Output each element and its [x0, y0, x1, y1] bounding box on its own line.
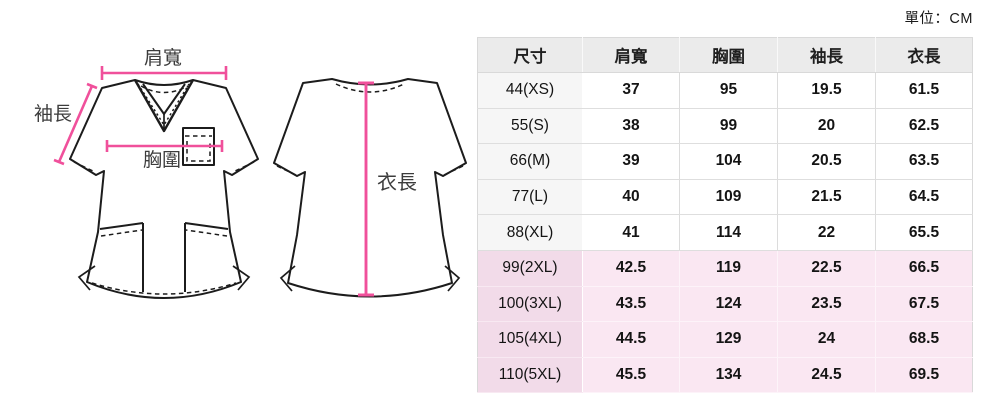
measurement-lines [53, 66, 374, 297]
value-cell: 114 [679, 214, 778, 251]
value-cell: 23.5 [777, 286, 876, 323]
shoulder-width-label: 肩寬 [144, 47, 182, 69]
shoulder-width-line [100, 66, 228, 80]
size-cell: 77(L) [477, 179, 583, 216]
size-cell: 66(M) [477, 143, 583, 180]
right-pocket-stitch [185, 229, 228, 237]
size-cell: 105(4XL) [477, 321, 583, 358]
table-row: 77(L) 40 109 21.5 64.5 [477, 179, 973, 216]
left-hem-vent [77, 265, 96, 291]
garment-length-label: 衣長 [377, 171, 417, 194]
value-cell: 64.5 [875, 179, 973, 216]
value-cell: 129 [679, 321, 778, 358]
size-cell: 44(XS) [477, 72, 583, 109]
value-cell: 39 [582, 143, 680, 180]
table-row-highlighted: 99(2XL) 42.5 119 22.5 66.5 [477, 250, 973, 287]
right-cuff-stitch [232, 161, 255, 173]
value-cell: 119 [679, 250, 778, 287]
sleeve-length-label: 袖長 [34, 103, 72, 125]
chest-girth-label: 胸圍 [143, 149, 181, 171]
value-cell: 22 [777, 214, 876, 251]
value-cell: 62.5 [875, 108, 973, 145]
value-cell: 66.5 [875, 250, 973, 287]
table-row-highlighted: 110(5XL) 45.5 134 24.5 69.5 [477, 357, 973, 394]
vneck-stitch [137, 83, 190, 127]
chest-girth-line [105, 140, 224, 152]
table-row: 55(S) 38 99 20 62.5 [477, 108, 973, 145]
front-hem-stitch [91, 282, 237, 295]
value-cell: 95 [679, 72, 778, 109]
col-header-chest: 胸圍 [679, 37, 778, 73]
back-body-outline [273, 78, 467, 298]
front-body-outline [69, 79, 259, 299]
value-cell: 65.5 [875, 214, 973, 251]
size-cell: 110(5XL) [477, 357, 583, 394]
table-row: 88(XL) 41 114 22 65.5 [477, 214, 973, 251]
value-cell: 41 [582, 214, 680, 251]
value-cell: 69.5 [875, 357, 973, 394]
size-cell: 55(S) [477, 108, 583, 145]
value-cell: 44.5 [582, 321, 680, 358]
garment-measurement-diagram: 肩寬 袖長 胸圍 衣長 [34, 47, 467, 299]
front-garment-diagram [69, 79, 259, 299]
value-cell: 61.5 [875, 72, 973, 109]
right-hem-vent [232, 265, 251, 291]
back-garment-diagram [273, 78, 467, 298]
value-cell: 67.5 [875, 286, 973, 323]
value-cell: 20 [777, 108, 876, 145]
value-cell: 109 [679, 179, 778, 216]
value-cell: 19.5 [777, 72, 876, 109]
value-cell: 42.5 [582, 250, 680, 287]
value-cell: 134 [679, 357, 778, 394]
value-cell: 21.5 [777, 179, 876, 216]
col-header-sleeve: 袖長 [777, 37, 876, 73]
value-cell: 24.5 [777, 357, 876, 394]
back-left-cuff-stitch [276, 165, 297, 176]
value-cell: 38 [582, 108, 680, 145]
size-cell: 88(XL) [477, 214, 583, 251]
left-cuff-stitch [73, 161, 96, 173]
back-right-hem-vent [444, 265, 461, 292]
size-cell: 100(3XL) [477, 286, 583, 323]
right-pocket [184, 222, 229, 292]
size-cell: 99(2XL) [477, 250, 583, 287]
value-cell: 40 [582, 179, 680, 216]
table-row: 66(M) 39 104 20.5 63.5 [477, 143, 973, 180]
value-cell: 68.5 [875, 321, 973, 358]
back-right-cuff-stitch [443, 165, 464, 176]
garment-length-line [358, 81, 374, 297]
value-cell: 37 [582, 72, 680, 109]
table-row: 44(XS) 37 95 19.5 61.5 [477, 72, 973, 109]
col-header-length: 衣長 [875, 37, 973, 73]
value-cell: 99 [679, 108, 778, 145]
value-cell: 22.5 [777, 250, 876, 287]
table-row-highlighted: 100(3XL) 43.5 124 23.5 67.5 [477, 286, 973, 323]
back-left-hem-vent [279, 265, 296, 292]
table-row-highlighted: 105(4XL) 44.5 129 24 68.5 [477, 321, 973, 358]
size-table: 尺寸 肩寬 胸圍 袖長 衣長 44(XS) 37 95 19.5 61.5 55… [477, 37, 973, 394]
value-cell: 45.5 [582, 357, 680, 394]
col-header-size: 尺寸 [477, 37, 583, 73]
value-cell: 63.5 [875, 143, 973, 180]
left-pocket-stitch [100, 229, 143, 237]
header-row: 尺寸 肩寬 胸圍 袖長 衣長 [477, 37, 973, 73]
left-pocket [99, 222, 144, 292]
value-cell: 43.5 [582, 286, 680, 323]
sleeve-length-line [53, 82, 98, 166]
back-neck-stitch [335, 83, 405, 93]
size-table-header: 尺寸 肩寬 胸圍 袖長 衣長 [477, 37, 973, 73]
col-header-shoulder: 肩寬 [582, 37, 680, 73]
value-cell: 124 [679, 286, 778, 323]
chest-pocket-stitch [185, 135, 212, 162]
value-cell: 24 [777, 321, 876, 358]
unit-label: 單位：CM [904, 11, 973, 27]
value-cell: 104 [679, 143, 778, 180]
value-cell: 20.5 [777, 143, 876, 180]
